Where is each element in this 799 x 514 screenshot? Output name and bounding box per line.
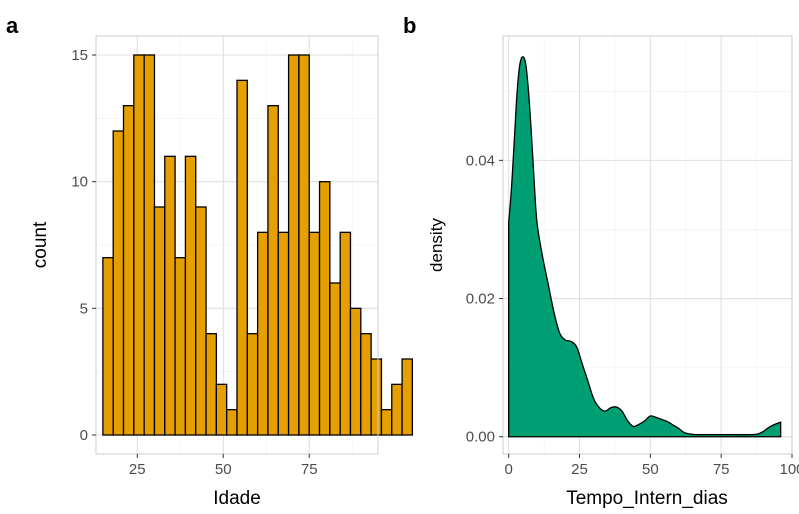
- panel-a-y-ticks: 0 5 10 15: [71, 47, 96, 444]
- histogram-bar: [258, 232, 268, 435]
- histogram-bar: [185, 156, 195, 435]
- panel-b-density-area: [509, 57, 781, 437]
- histogram-bar: [278, 232, 288, 435]
- histogram-bar: [381, 410, 391, 435]
- panel-b-y-tick-label: 0.04: [466, 152, 495, 169]
- panel-b-x-tick-label: 25: [571, 461, 588, 478]
- panel-b-y-axis-title: density: [427, 218, 446, 272]
- panel-b-tag: b: [403, 13, 416, 38]
- histogram-bar: [320, 182, 330, 435]
- panel-b-x-tick-label: 0: [504, 461, 512, 478]
- panel-a-y-tick-label: 10: [71, 174, 88, 191]
- histogram-bar: [247, 334, 257, 435]
- panel-b-x-tick-label: 75: [713, 461, 730, 478]
- histogram-bar: [361, 334, 371, 435]
- panel-a-histogram: a 25 50 75 0 5 10 15 Idade count: [6, 13, 412, 509]
- panel-a-x-tick-label: 75: [301, 461, 318, 478]
- histogram-bar: [227, 410, 237, 435]
- histogram-bar: [350, 308, 360, 435]
- histogram-bar: [309, 232, 319, 435]
- histogram-bar: [268, 106, 278, 435]
- histogram-bar: [134, 55, 144, 435]
- histogram-bar: [175, 258, 185, 435]
- panel-a-x-ticks: 25 50 75: [129, 454, 318, 478]
- histogram-bar: [216, 384, 226, 435]
- histogram-bar: [371, 359, 381, 435]
- panel-a-x-tick-label: 50: [215, 461, 232, 478]
- histogram-bar: [330, 283, 340, 435]
- panel-b-x-tick-label: 100: [779, 461, 799, 478]
- histogram-bar: [103, 258, 113, 435]
- panel-b-x-ticks: 0 25 50 75 100: [504, 454, 799, 478]
- panel-a-tag: a: [6, 13, 19, 38]
- panel-b-y-ticks: 0.00 0.02 0.04: [466, 152, 503, 445]
- histogram-bar: [402, 359, 412, 435]
- panel-b-y-tick-label: 0.00: [466, 429, 495, 446]
- histogram-bar: [289, 55, 299, 435]
- histogram-bar: [237, 80, 247, 435]
- panel-b-x-axis-title: Tempo_Intern_dias: [566, 488, 728, 509]
- histogram-bar: [144, 55, 154, 435]
- histogram-bar: [196, 207, 206, 435]
- histogram-bar: [154, 207, 164, 435]
- panel-a-y-tick-label: 5: [80, 300, 88, 317]
- panel-a-y-tick-label: 0: [80, 427, 88, 444]
- histogram-bar: [165, 156, 175, 435]
- histogram-bar: [206, 334, 216, 435]
- panel-a-y-axis-title: count: [30, 221, 51, 268]
- panel-a-x-tick-label: 25: [129, 461, 146, 478]
- histogram-bar: [124, 106, 134, 435]
- histogram-bar: [392, 384, 402, 435]
- panel-b-y-tick-label: 0.02: [466, 291, 495, 308]
- panel-a-x-axis-title: Idade: [213, 488, 261, 509]
- panel-b-density: b 0 25 50 75 100 0.00 0.02 0.04 Tempo_Intern_d…: [403, 13, 799, 509]
- histogram-bar: [299, 55, 309, 435]
- histogram-bar: [340, 232, 350, 435]
- panel-a-y-tick-label: 15: [71, 47, 88, 64]
- histogram-bar: [113, 131, 123, 435]
- panel-b-x-tick-label: 50: [642, 461, 659, 478]
